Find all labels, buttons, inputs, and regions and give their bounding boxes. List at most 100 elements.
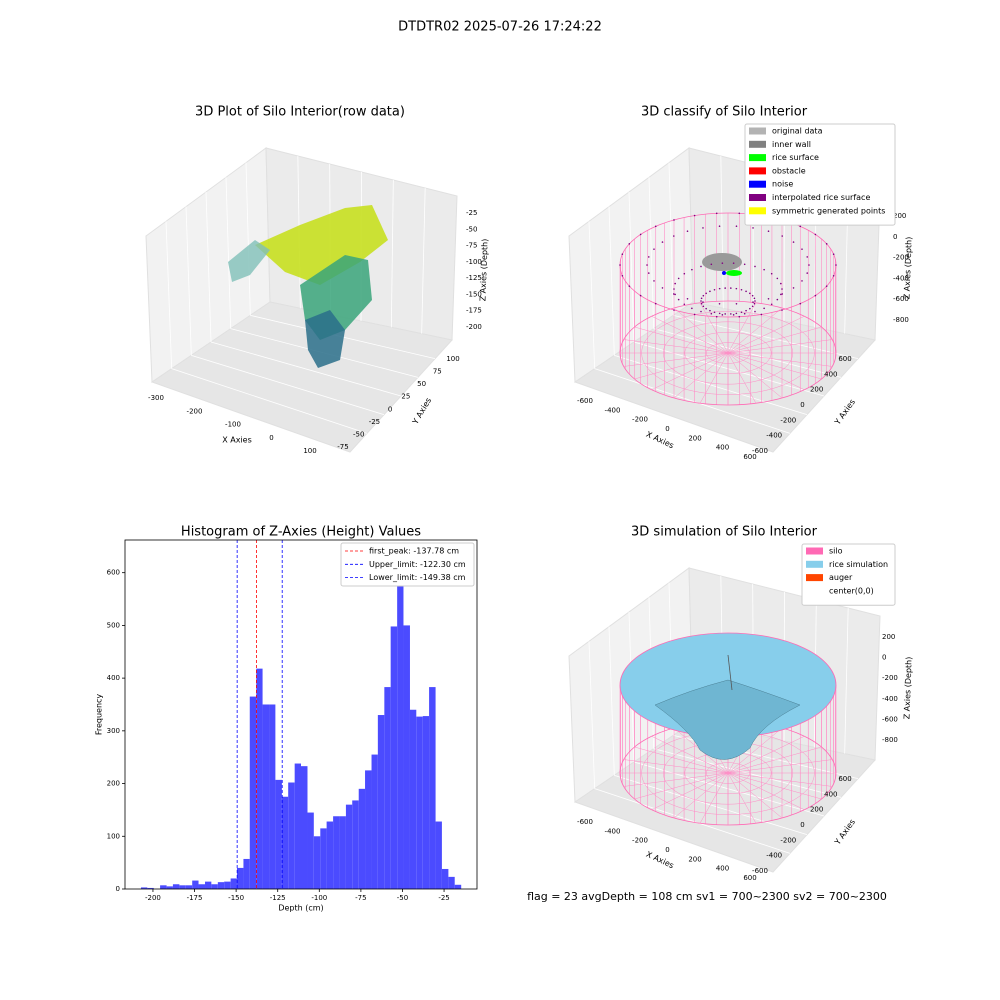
x-tick-label: 0 — [665, 425, 669, 433]
y-tick-label: 100 — [107, 832, 120, 840]
hist-bar — [301, 766, 308, 889]
class-interp — [745, 309, 747, 312]
pane-grid — [421, 187, 426, 334]
class-interp — [713, 311, 716, 314]
z-axis-label: Z Axies (Depth) — [902, 237, 913, 300]
class-interp — [781, 309, 783, 311]
class-interp — [743, 263, 746, 266]
legend-swatch — [806, 547, 823, 555]
legend-box — [340, 542, 475, 587]
pane-grid — [185, 206, 192, 356]
cloud-teal — [305, 310, 345, 368]
class-interp — [700, 310, 702, 313]
hist-bar — [345, 804, 353, 889]
class-interp — [654, 302, 657, 305]
hist-bar — [429, 687, 436, 889]
z-tick-label: -200 — [882, 674, 898, 682]
class-interp — [792, 241, 795, 243]
hist-bar — [294, 763, 301, 889]
pane-grid — [673, 314, 859, 360]
y-tick-label: 0 — [800, 401, 804, 409]
hist-bar — [422, 716, 430, 889]
class-interp — [621, 253, 624, 255]
legend-swatch — [806, 587, 823, 595]
hist-bar — [281, 796, 289, 889]
class-interp — [693, 313, 696, 316]
hist-bar — [435, 821, 442, 889]
hist-bar — [262, 704, 270, 889]
x-tick-label: 200 — [688, 855, 701, 863]
hist-bar — [269, 704, 276, 889]
class-interp — [825, 243, 828, 245]
pane-grid — [588, 221, 596, 369]
hist-bar — [377, 715, 385, 889]
hist-bar — [409, 709, 417, 889]
class-interp — [763, 268, 765, 271]
legend-label: interpolated rice surface — [772, 193, 870, 202]
legend-box — [801, 543, 896, 606]
z-tick-label: -75 — [466, 242, 477, 250]
legend-label: inner wall — [772, 140, 811, 149]
y-tick-label: 100 — [446, 355, 459, 363]
legend-label: original data — [772, 127, 823, 136]
hist-bar — [243, 858, 250, 889]
legend-swatch — [749, 180, 766, 188]
y-tick-label: 600 — [838, 355, 851, 363]
pane-grid — [844, 607, 849, 754]
class-interp — [740, 288, 743, 291]
pane-grid — [614, 354, 808, 416]
z-tick-label: -150 — [466, 290, 482, 298]
class-interp — [647, 272, 650, 274]
hist-bar — [358, 788, 366, 889]
class-interp — [715, 212, 718, 215]
class-interp — [754, 310, 756, 313]
hist-bar — [416, 716, 423, 889]
y-tick-label: 200 — [810, 386, 823, 394]
z-tick-label: -175 — [466, 307, 482, 315]
hist-bar — [333, 816, 340, 889]
class-interp — [673, 235, 675, 237]
hist-bar — [179, 885, 186, 889]
x-tick-label: -150 — [228, 894, 244, 902]
class-interp — [806, 272, 809, 274]
pane-grid — [608, 206, 615, 356]
y-tick-label: 400 — [107, 674, 120, 682]
pane-grid — [608, 626, 615, 776]
panel-title: 3D simulation of Silo Interior — [631, 525, 818, 540]
class-interp — [738, 212, 741, 215]
y-tick-label: -400 — [766, 852, 782, 860]
class-cloud — [702, 253, 742, 271]
x-axis-label: X Axies — [222, 436, 252, 445]
x-tick-label: -600 — [577, 397, 593, 405]
legend-label: auger — [829, 573, 853, 582]
x-tick-label: -600 — [577, 818, 593, 826]
hist-bar — [397, 556, 404, 889]
class-interp — [628, 285, 631, 287]
cloud-light — [228, 240, 270, 282]
pane-grid — [594, 368, 791, 434]
class-interp — [710, 263, 713, 266]
class-interp — [718, 302, 721, 305]
class-interp — [686, 297, 689, 300]
x-tick-label: -75 — [355, 894, 366, 902]
class-interp — [814, 233, 817, 236]
legend-label: rice surface — [772, 153, 819, 162]
y-tick-label: 50 — [417, 380, 426, 388]
x-tick-label: -200 — [187, 407, 203, 415]
class-interp — [700, 297, 703, 300]
x-tick-label: -125 — [270, 894, 286, 902]
class-interp — [702, 301, 704, 303]
hist-bar — [236, 867, 244, 889]
y-tick-label: -25 — [369, 418, 380, 426]
axes-frame — [124, 539, 478, 890]
class-interp — [781, 293, 783, 295]
legend-swatch — [749, 194, 766, 201]
class-interp — [621, 275, 624, 277]
z-tick-label: -400 — [893, 274, 909, 282]
legend-label: noise — [772, 180, 793, 189]
class-interp — [763, 307, 765, 310]
z-tick-label: -200 — [466, 323, 482, 331]
class-interp — [710, 312, 713, 315]
class-interp — [718, 225, 721, 228]
